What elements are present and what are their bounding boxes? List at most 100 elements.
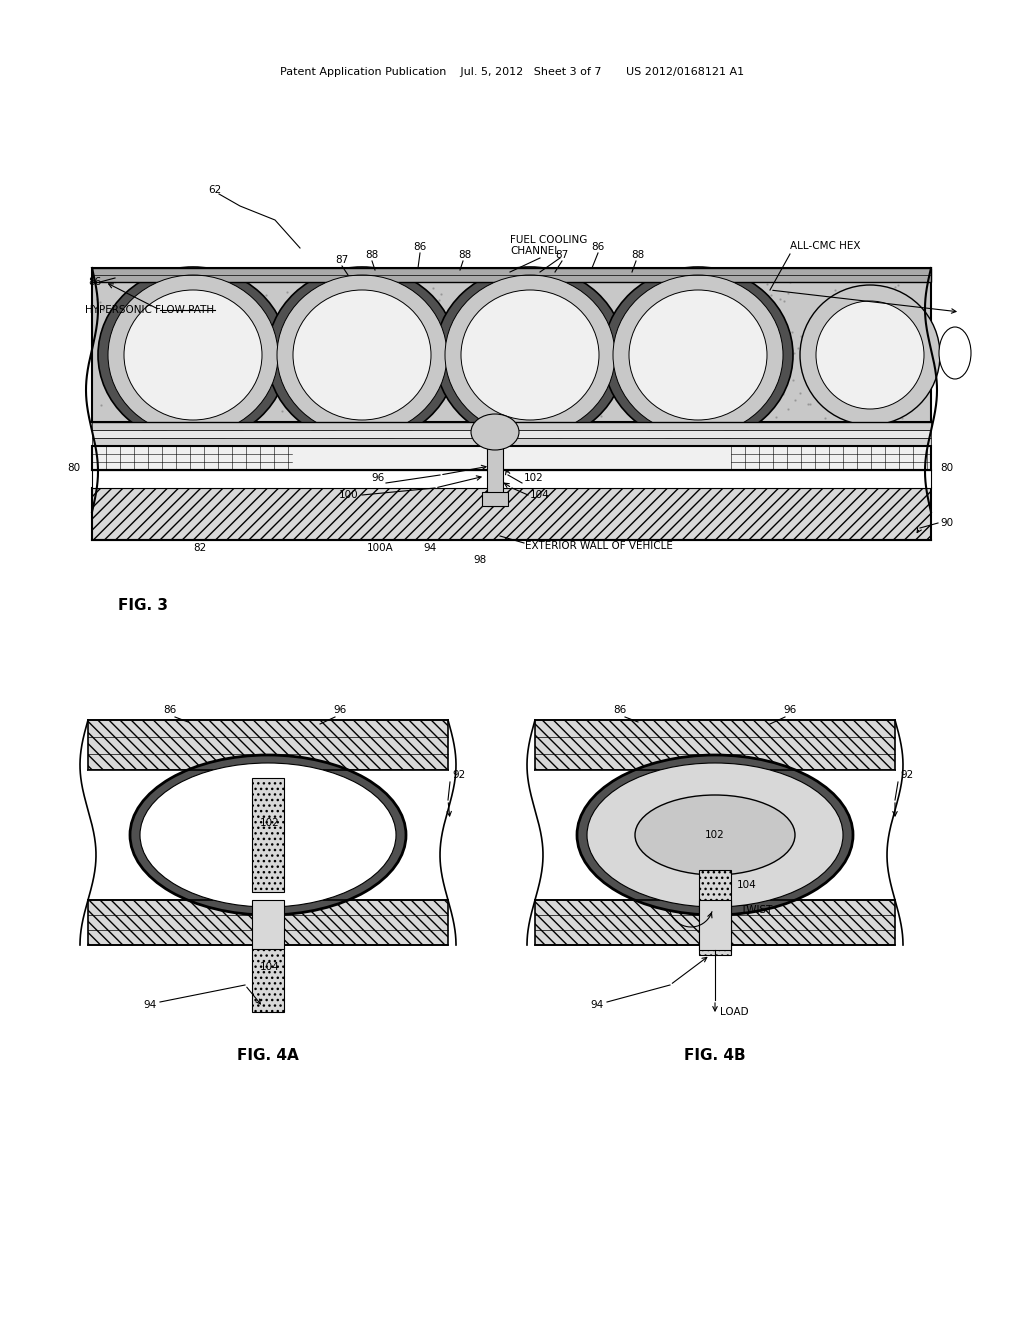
Point <box>248 385 264 407</box>
Point <box>276 304 293 325</box>
Point <box>812 300 828 321</box>
Point <box>565 368 582 389</box>
Point <box>556 372 572 393</box>
Point <box>522 407 539 428</box>
Point <box>475 323 492 345</box>
Ellipse shape <box>635 795 795 875</box>
Point <box>590 315 606 337</box>
Point <box>478 271 495 292</box>
Point <box>593 407 609 428</box>
Point <box>810 379 826 400</box>
Point <box>432 345 449 366</box>
Point <box>417 372 433 393</box>
Point <box>882 337 898 358</box>
Point <box>572 343 589 364</box>
Point <box>264 321 281 342</box>
Point <box>510 396 526 417</box>
Point <box>93 395 110 416</box>
Point <box>289 381 305 403</box>
Text: ALL-CMC HEX: ALL-CMC HEX <box>790 242 860 251</box>
Point <box>443 342 460 363</box>
Ellipse shape <box>816 301 924 409</box>
Point <box>274 401 291 422</box>
Bar <box>92 430 931 438</box>
Point <box>634 269 650 290</box>
Point <box>374 372 390 393</box>
Point <box>585 288 601 309</box>
Point <box>674 397 690 418</box>
Point <box>311 313 328 334</box>
Point <box>759 273 775 294</box>
Point <box>221 405 238 426</box>
Point <box>442 318 459 339</box>
Point <box>293 385 309 407</box>
Point <box>624 302 640 323</box>
Text: LOAD: LOAD <box>720 1007 749 1016</box>
Point <box>150 384 166 405</box>
Point <box>120 297 136 318</box>
Point <box>700 370 717 391</box>
Bar <box>482 492 508 506</box>
Bar <box>252 777 284 892</box>
Text: 88: 88 <box>459 249 472 260</box>
Point <box>680 374 696 395</box>
Point <box>775 384 792 405</box>
Point <box>258 326 274 347</box>
Point <box>473 305 489 326</box>
Point <box>521 304 538 325</box>
Point <box>791 337 807 358</box>
Point <box>338 312 354 333</box>
Point <box>472 322 488 343</box>
Point <box>431 289 447 310</box>
Point <box>392 389 409 411</box>
Point <box>122 319 138 341</box>
Point <box>359 404 376 425</box>
Point <box>266 313 283 334</box>
Point <box>331 325 347 346</box>
Point <box>212 354 228 375</box>
Point <box>412 326 428 347</box>
Point <box>265 261 282 282</box>
Point <box>169 363 185 384</box>
Text: 86: 86 <box>414 242 427 252</box>
Point <box>252 376 268 397</box>
Point <box>463 268 479 289</box>
Point <box>804 306 820 327</box>
Point <box>693 380 710 401</box>
Ellipse shape <box>140 763 396 907</box>
Point <box>844 298 860 319</box>
Point <box>398 280 415 301</box>
Point <box>713 296 729 317</box>
Point <box>826 279 843 300</box>
Point <box>501 359 517 380</box>
Point <box>176 273 193 294</box>
Point <box>715 269 731 290</box>
Point <box>286 322 302 343</box>
Point <box>685 329 701 350</box>
Point <box>153 272 169 293</box>
Ellipse shape <box>98 267 288 444</box>
Point <box>164 375 180 396</box>
Point <box>910 351 927 372</box>
Point <box>848 387 864 408</box>
Text: 94: 94 <box>591 1001 603 1010</box>
Point <box>165 379 181 400</box>
Point <box>176 359 193 380</box>
Point <box>225 327 242 348</box>
Point <box>579 285 595 306</box>
Point <box>635 380 651 401</box>
Point <box>480 294 497 315</box>
Text: 104: 104 <box>260 962 280 972</box>
Point <box>385 388 401 409</box>
Point <box>162 292 178 313</box>
Point <box>313 350 330 371</box>
Point <box>792 381 808 403</box>
Point <box>828 342 845 363</box>
Text: 90: 90 <box>940 517 953 528</box>
Text: 104: 104 <box>530 490 550 500</box>
Point <box>561 378 578 399</box>
Point <box>906 355 923 376</box>
Point <box>831 296 848 317</box>
Point <box>195 383 211 404</box>
Point <box>217 317 233 338</box>
